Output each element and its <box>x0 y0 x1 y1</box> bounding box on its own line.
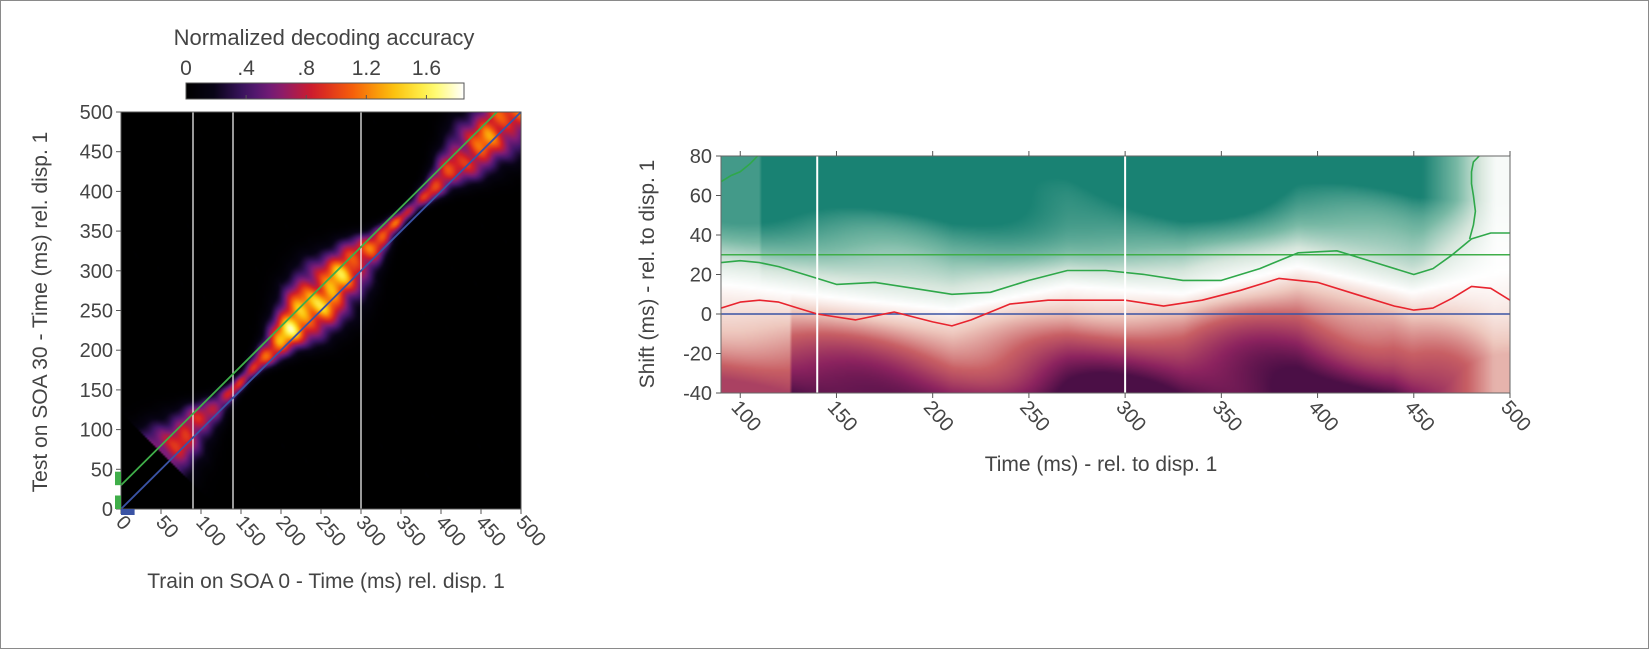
colorbar-tick-marks <box>185 95 427 99</box>
left-x-tick-label: 400 <box>431 512 470 552</box>
left-y-tick-label: 100 <box>80 420 113 442</box>
right-x-tick-label: 500 <box>1496 397 1535 437</box>
left-x-tick-label: 300 <box>351 512 390 552</box>
left-y-tick-label: 500 <box>80 102 113 124</box>
left-reference-lines <box>121 112 521 509</box>
left-stimulus-markers <box>115 471 135 515</box>
left-y-axis-label: Test on SOA 30 - Time (ms) rel. disp. 1 <box>29 132 52 493</box>
right-contour-lines <box>721 156 1510 327</box>
left-x-stimulus-marker <box>121 509 135 515</box>
left-y-stimulus-marker <box>115 471 121 486</box>
right-y-tick-label: -40 <box>683 383 712 405</box>
right-x-tick-label: 350 <box>1208 397 1247 437</box>
colorbar-tick-label: 1.6 <box>412 57 441 80</box>
left-x-tick-label: 0 <box>111 512 135 535</box>
left-y-tick-label: 400 <box>80 181 113 203</box>
right-x-tick-label: 250 <box>1015 397 1054 437</box>
right-x-axis-label: Time (ms) - rel. to disp. 1 <box>985 453 1218 476</box>
right-x-tick-label: 400 <box>1304 397 1343 437</box>
colorbar <box>185 82 465 100</box>
left-reference-line <box>121 112 521 509</box>
left-y-tick-label: 350 <box>80 221 113 243</box>
left-x-tick-label: 50 <box>151 512 182 543</box>
right-y-axis-label: Shift (ms) - rel. to disp. 1 <box>636 160 659 389</box>
right-contour-line <box>721 156 759 183</box>
right-y-tick-label: 40 <box>690 225 712 247</box>
right-contour-line <box>721 277 1510 327</box>
left-x-tick-label: 450 <box>471 512 510 552</box>
left-y-tick-label: 250 <box>80 301 113 323</box>
right-x-tick-label: 300 <box>1111 397 1150 437</box>
left-y-tick-label: 0 <box>102 499 113 521</box>
right-x-tick-label: 100 <box>727 397 766 437</box>
left-y-tick-label: 300 <box>80 261 113 283</box>
left-x-axis: 0 50 100 150 200 250 300 350 400 450 500 <box>111 509 550 551</box>
right-x-tick-label: 200 <box>919 397 958 437</box>
left-x-tick-label: 150 <box>231 512 270 552</box>
right-vertical-markers <box>816 156 1127 393</box>
right-horizontal-lines <box>721 253 1510 315</box>
left-y-stimulus-marker <box>115 495 121 509</box>
right-heatmap-image <box>721 156 1510 393</box>
left-y-tick-label: 50 <box>91 459 113 481</box>
right-y-tick-label: 20 <box>690 265 712 287</box>
left-vertical-markers <box>192 112 362 509</box>
right-y-axis: -40 -20 0 20 40 60 80 <box>683 146 721 405</box>
left-x-axis-label: Train on SOA 0 - Time (ms) rel. disp. 1 <box>147 570 505 593</box>
colorbar-tick-labels: 0 .4 .8 1.2 1.6 <box>180 57 441 80</box>
right-heatmap-panel: 100 150 200 250 300 350 400 450 500 -40 -20 0 20 40 6… <box>636 146 1535 476</box>
left-x-tick-label: 500 <box>511 512 550 552</box>
colorbar-tick-label: .4 <box>237 57 255 80</box>
left-y-tick-label: 200 <box>80 340 113 362</box>
left-y-tick-label: 450 <box>80 142 113 164</box>
left-x-tick-label: 100 <box>191 512 230 552</box>
right-x-tick-label: 150 <box>823 397 862 437</box>
left-x-tick-label: 350 <box>391 512 430 552</box>
left-x-tick-label: 200 <box>271 512 310 552</box>
colorbar-tick-label: 0 <box>180 57 192 80</box>
right-y-tick-label: -20 <box>683 344 712 366</box>
colorbar-tick-label: .8 <box>297 57 315 80</box>
right-contour-line <box>721 232 1510 296</box>
right-y-tick-label: 60 <box>690 186 712 208</box>
left-reference-line <box>121 112 498 486</box>
right-x-tick-label: 450 <box>1400 397 1439 437</box>
colorbar-title: Normalized decoding accuracy <box>174 25 475 50</box>
left-heatmap-panel: Normalized decoding accuracy 0 .4 .8 1.2 1.6… <box>29 25 550 593</box>
right-y-tick-label: 80 <box>690 146 712 168</box>
left-y-axis: 0 50 100 150 200 250 300 350 400 450 500 <box>80 102 121 521</box>
left-x-tick-label: 250 <box>311 512 350 552</box>
colorbar-tick-label: 1.2 <box>352 57 381 80</box>
right-contour-line <box>1468 156 1480 240</box>
left-y-tick-label: 150 <box>80 380 113 402</box>
right-y-tick-label: 0 <box>701 304 712 326</box>
